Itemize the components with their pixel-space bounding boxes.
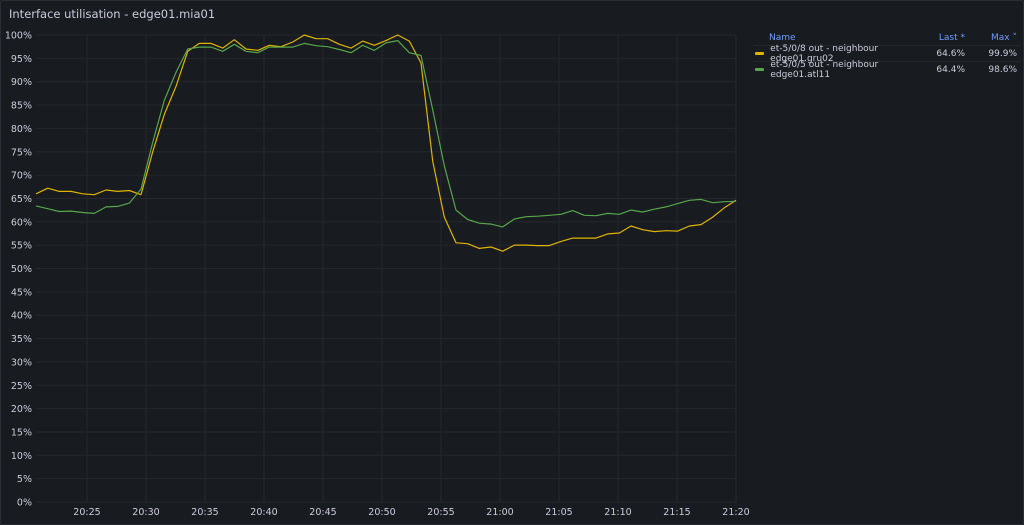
svg-text:5%: 5% (17, 474, 32, 485)
svg-text:25%: 25% (11, 381, 32, 392)
svg-text:20:25: 20:25 (73, 507, 100, 518)
svg-text:0%: 0% (17, 498, 32, 509)
svg-text:60%: 60% (11, 217, 32, 228)
legend-row-gru02[interactable]: et-5/0/8 out - neighbour edge01.gru02 64… (753, 43, 1021, 64)
legend-header-name[interactable]: Name (769, 33, 796, 43)
svg-text:20:35: 20:35 (191, 507, 218, 518)
chart-grid (36, 34, 737, 503)
svg-text:20:30: 20:30 (132, 507, 159, 518)
series-color-swatch[interactable] (755, 68, 765, 71)
svg-text:10%: 10% (11, 451, 32, 462)
legend-header: Name Last * Max ˅ (753, 31, 1021, 45)
legend-max-value: 98.6% (988, 64, 1017, 75)
legend-max-value: 99.9% (988, 48, 1017, 59)
legend-last-value: 64.6% (936, 48, 965, 59)
svg-text:50%: 50% (11, 264, 32, 275)
legend-series-name[interactable]: et-5/0/5 out - neighbour edge01.atl11 (770, 59, 879, 80)
legend-header-max[interactable]: Max ˅ (991, 33, 1017, 43)
x-axis: 20:25 20:30 20:35 20:40 20:45 20:50 20:55 21:00… (73, 507, 749, 518)
svg-text:45%: 45% (11, 287, 32, 298)
legend-table: Name Last * Max ˅ et-5/0/8 out - neighbo… (753, 31, 1021, 80)
legend-row-atl11[interactable]: et-5/0/5 out - neighbour edge01.atl11 64… (753, 59, 1021, 80)
svg-text:95%: 95% (11, 54, 32, 65)
svg-text:21:15: 21:15 (663, 507, 690, 518)
svg-text:21:05: 21:05 (545, 507, 572, 518)
svg-text:35%: 35% (11, 334, 32, 345)
svg-text:21:10: 21:10 (604, 507, 631, 518)
series-line[interactable] (35, 39, 737, 228)
series-line[interactable] (35, 34, 737, 252)
svg-text:30%: 30% (11, 357, 32, 368)
svg-text:85%: 85% (11, 101, 32, 112)
svg-text:20:55: 20:55 (427, 507, 454, 518)
svg-text:90%: 90% (11, 77, 32, 88)
svg-text:70%: 70% (11, 171, 32, 182)
svg-text:40%: 40% (11, 311, 32, 322)
svg-text:100%: 100% (5, 31, 32, 42)
series-color-swatch[interactable] (755, 52, 765, 55)
svg-text:80%: 80% (11, 124, 32, 135)
svg-text:65%: 65% (11, 194, 32, 205)
svg-text:20:40: 20:40 (250, 507, 277, 518)
legend-series-name[interactable]: et-5/0/8 out - neighbour edge01.gru02 (770, 43, 879, 64)
panel-title[interactable]: Interface utilisation - edge01.mia01 (9, 7, 216, 21)
series-lines (35, 34, 737, 252)
legend-header-last[interactable]: Last * (938, 33, 965, 43)
svg-text:20:45: 20:45 (309, 507, 336, 518)
svg-text:75%: 75% (11, 147, 32, 158)
legend-last-value: 64.4% (936, 64, 965, 75)
y-axis: 0% 5% 10% 15% 20% 25% 30% 35% 40% 45% 50% 55% 60% 65%… (5, 31, 32, 509)
svg-text:21:00: 21:00 (486, 507, 513, 518)
svg-text:21:20: 21:20 (722, 507, 749, 518)
svg-text:15%: 15% (11, 427, 32, 438)
svg-text:20%: 20% (11, 404, 32, 415)
svg-text:20:50: 20:50 (368, 507, 395, 518)
svg-text:55%: 55% (11, 241, 32, 252)
